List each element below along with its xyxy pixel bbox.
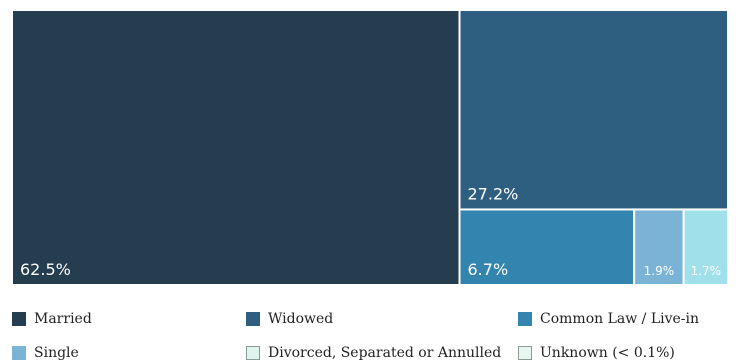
treemap-svg: 62.5% 27.2% 6.7% 1.9% 1.7% (11, 9, 729, 286)
treemap-label-divorced-separated-or-annulled: 1.7% (691, 264, 722, 278)
legend-item-unknown: Unknown (< 0.1%) (518, 345, 675, 361)
treemap-label-common-law-live-in: 6.7% (468, 260, 509, 279)
legend-label-single: Single (34, 345, 79, 361)
legend: Married Widowed Common Law / Live-in Sin… (0, 305, 740, 363)
legend-swatch-married (12, 312, 26, 326)
legend-label-married: Married (34, 311, 92, 327)
treemap-cell-common-law-live-in (458, 208, 636, 286)
legend-label-divorced: Divorced, Separated or Annulled (268, 345, 502, 361)
legend-swatch-widowed (246, 312, 260, 326)
treemap-label-married: 62.5% (20, 260, 71, 279)
treemap-label-widowed: 27.2% (468, 184, 519, 203)
legend-swatch-common-law (518, 312, 532, 326)
legend-item-common-law: Common Law / Live-in (518, 311, 699, 327)
legend-label-unknown: Unknown (< 0.1%) (540, 345, 675, 361)
legend-item-married: Married (12, 311, 92, 327)
treemap-cell-divorced-separated-or-annulled (682, 208, 729, 286)
legend-item-widowed: Widowed (246, 311, 333, 327)
legend-swatch-unknown (518, 346, 532, 360)
legend-item-single: Single (12, 345, 79, 361)
legend-label-common-law: Common Law / Live-in (540, 311, 700, 327)
treemap-label-single: 1.9% (644, 264, 675, 278)
legend-item-divorced: Divorced, Separated or Annulled (246, 345, 501, 361)
legend-swatch-single (12, 346, 26, 360)
treemap-cell-married (11, 9, 461, 286)
treemap-cell-widowed (458, 9, 729, 211)
legend-label-widowed: Widowed (268, 311, 334, 327)
legend-swatch-divorced (246, 346, 260, 360)
